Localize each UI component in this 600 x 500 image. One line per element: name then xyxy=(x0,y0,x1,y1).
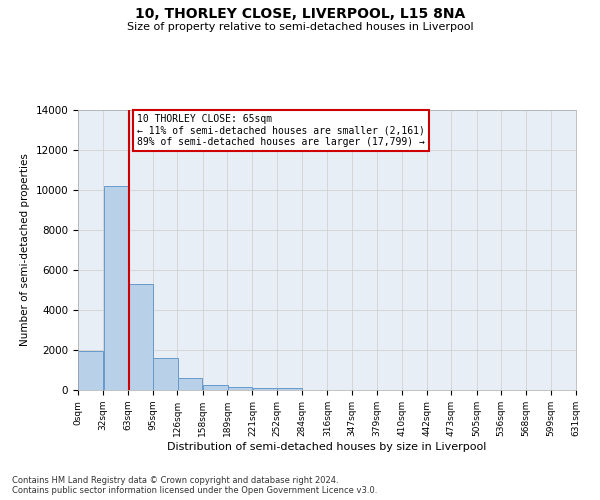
Y-axis label: Number of semi-detached properties: Number of semi-detached properties xyxy=(20,154,30,346)
Bar xyxy=(253,388,277,390)
Text: 10, THORLEY CLOSE, LIVERPOOL, L15 8NA: 10, THORLEY CLOSE, LIVERPOOL, L15 8NA xyxy=(135,8,465,22)
Bar xyxy=(104,186,128,390)
Bar xyxy=(154,358,178,390)
Bar xyxy=(203,384,227,390)
Text: Contains HM Land Registry data © Crown copyright and database right 2024.: Contains HM Land Registry data © Crown c… xyxy=(12,476,338,485)
Bar xyxy=(277,388,302,390)
Bar xyxy=(128,284,152,390)
Text: Size of property relative to semi-detached houses in Liverpool: Size of property relative to semi-detach… xyxy=(127,22,473,32)
Bar xyxy=(227,386,252,390)
Bar xyxy=(79,351,103,390)
X-axis label: Distribution of semi-detached houses by size in Liverpool: Distribution of semi-detached houses by … xyxy=(167,442,487,452)
Text: 10 THORLEY CLOSE: 65sqm
← 11% of semi-detached houses are smaller (2,161)
89% of: 10 THORLEY CLOSE: 65sqm ← 11% of semi-de… xyxy=(137,114,425,147)
Bar xyxy=(178,378,202,390)
Text: Contains public sector information licensed under the Open Government Licence v3: Contains public sector information licen… xyxy=(12,486,377,495)
